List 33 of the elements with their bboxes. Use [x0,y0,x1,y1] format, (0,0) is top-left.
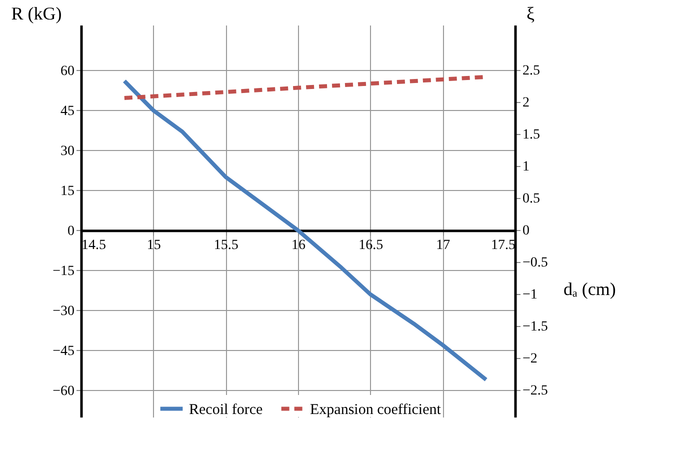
x-tick-label: 17.5 [491,238,516,253]
x-tick-label: 15 [146,238,161,253]
y-tick-label: −45 [52,344,74,359]
y-tick-label: 15 [60,184,74,199]
y2-tick-label: 1 [522,159,530,174]
x-tick-label: 15.5 [214,238,238,253]
y2-tick-label: 1.5 [522,127,540,142]
y2-tick-label: −1.5 [522,320,548,335]
line-series [122,79,488,382]
y-tick-label: −30 [52,304,74,319]
legend-label: Recoil force [189,402,264,418]
y2-tick-label: 2 [522,95,530,110]
y2-tick-label: −2 [522,352,538,367]
y-tick-label: −60 [52,384,74,399]
y2-tick-label: 0 [522,223,530,238]
y2-axis-title: ξ [526,4,535,24]
y-axis-title: R (kG) [11,4,62,24]
x-axis-title: dₐ (cm) [564,278,616,299]
y2-tick-label: −1 [522,288,538,303]
y-tick-label: 30 [60,144,74,159]
y-tick-label: 60 [60,64,74,79]
y2-tick-label: 0.5 [522,191,540,206]
y2-tick-label: 2.5 [522,63,540,78]
y2-tick-label: −0.5 [522,255,548,270]
y2-tick-label: −2.5 [522,384,548,399]
x-tick-label: 16.5 [358,238,384,253]
y-tick-label: 45 [60,104,74,119]
x-tick-label: 16 [292,238,306,253]
legend-label: Expansion coefficient [310,402,442,418]
x-tick-label: 17 [436,238,450,253]
x-tick-label: 14.5 [82,238,106,253]
y-tick-label: −15 [52,264,74,279]
y-tick-label: 0 [68,224,74,239]
